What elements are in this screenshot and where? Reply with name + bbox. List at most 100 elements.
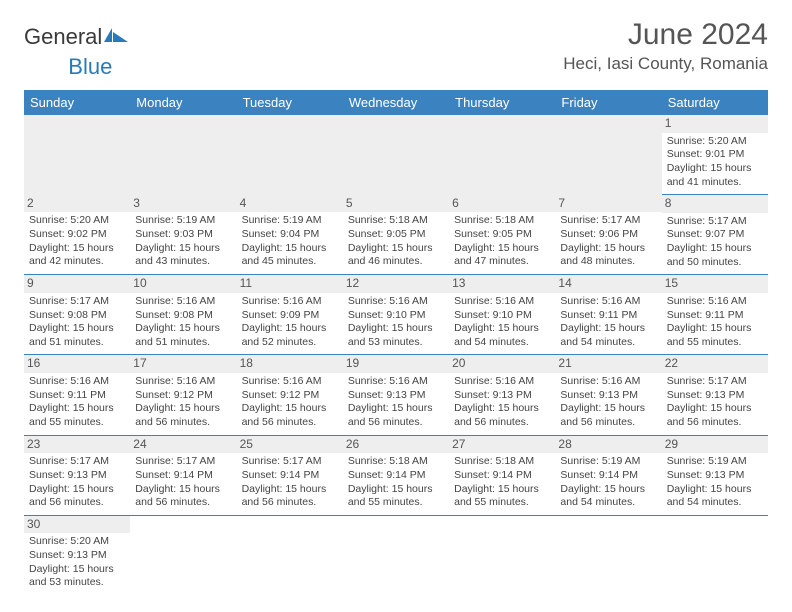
calendar-day-cell: 16Sunrise: 5:16 AMSunset: 9:11 PMDayligh… bbox=[24, 355, 130, 435]
day-detail-line: Sunrise: 5:17 AM bbox=[667, 375, 763, 389]
day-detail-line: Sunset: 9:14 PM bbox=[348, 469, 444, 483]
day-detail-line: Daylight: 15 hours and 43 minutes. bbox=[135, 242, 231, 269]
logo-text-2: Blue bbox=[68, 54, 112, 80]
day-number: 18 bbox=[237, 355, 343, 373]
calendar-empty-cell bbox=[555, 515, 661, 595]
day-number: 1 bbox=[662, 115, 768, 133]
day-detail-line: Sunset: 9:11 PM bbox=[560, 309, 656, 323]
calendar-week-row: 1Sunrise: 5:20 AMSunset: 9:01 PMDaylight… bbox=[24, 115, 768, 195]
day-detail-line: Sunrise: 5:16 AM bbox=[667, 295, 763, 309]
day-detail-line: Daylight: 15 hours and 55 minutes. bbox=[454, 483, 550, 510]
day-detail-line: Sunset: 9:13 PM bbox=[667, 469, 763, 483]
calendar-week-row: 23Sunrise: 5:17 AMSunset: 9:13 PMDayligh… bbox=[24, 435, 768, 515]
day-detail-line: Daylight: 15 hours and 54 minutes. bbox=[560, 322, 656, 349]
calendar-day-cell: 7Sunrise: 5:17 AMSunset: 9:06 PMDaylight… bbox=[555, 195, 661, 275]
day-number: 8 bbox=[662, 195, 768, 213]
location: Heci, Iasi County, Romania bbox=[563, 54, 768, 74]
day-detail-line: Sunset: 9:13 PM bbox=[29, 469, 125, 483]
calendar-day-cell: 14Sunrise: 5:16 AMSunset: 9:11 PMDayligh… bbox=[555, 275, 661, 355]
day-detail-line: Daylight: 15 hours and 54 minutes. bbox=[667, 483, 763, 510]
calendar-empty-cell bbox=[449, 115, 555, 195]
weekday-header-row: SundayMondayTuesdayWednesdayThursdayFrid… bbox=[24, 90, 768, 115]
day-detail-line: Sunrise: 5:16 AM bbox=[242, 375, 338, 389]
day-detail-line: Sunset: 9:10 PM bbox=[454, 309, 550, 323]
day-number: 9 bbox=[24, 275, 130, 293]
day-number: 30 bbox=[24, 516, 130, 534]
calendar-day-cell: 12Sunrise: 5:16 AMSunset: 9:10 PMDayligh… bbox=[343, 275, 449, 355]
calendar-day-cell: 5Sunrise: 5:18 AMSunset: 9:05 PMDaylight… bbox=[343, 195, 449, 275]
day-number: 22 bbox=[662, 355, 768, 373]
day-detail-line: Sunset: 9:13 PM bbox=[348, 389, 444, 403]
day-detail-line: Daylight: 15 hours and 52 minutes. bbox=[242, 322, 338, 349]
calendar-day-cell: 3Sunrise: 5:19 AMSunset: 9:03 PMDaylight… bbox=[130, 195, 236, 275]
day-detail-line: Sunset: 9:14 PM bbox=[454, 469, 550, 483]
day-detail-line: Sunset: 9:05 PM bbox=[454, 228, 550, 242]
calendar-table: SundayMondayTuesdayWednesdayThursdayFrid… bbox=[24, 90, 768, 595]
weekday-header: Thursday bbox=[449, 90, 555, 115]
day-number: 14 bbox=[555, 275, 661, 293]
calendar-day-cell: 11Sunrise: 5:16 AMSunset: 9:09 PMDayligh… bbox=[237, 275, 343, 355]
calendar-day-cell: 1Sunrise: 5:20 AMSunset: 9:01 PMDaylight… bbox=[662, 115, 768, 195]
calendar-week-row: 9Sunrise: 5:17 AMSunset: 9:08 PMDaylight… bbox=[24, 275, 768, 355]
calendar-day-cell: 2Sunrise: 5:20 AMSunset: 9:02 PMDaylight… bbox=[24, 195, 130, 275]
day-number: 19 bbox=[343, 355, 449, 373]
day-number: 5 bbox=[343, 195, 449, 213]
calendar-empty-cell bbox=[343, 115, 449, 195]
day-detail-line: Sunset: 9:14 PM bbox=[135, 469, 231, 483]
weekday-header: Saturday bbox=[662, 90, 768, 115]
calendar-day-cell: 27Sunrise: 5:18 AMSunset: 9:14 PMDayligh… bbox=[449, 435, 555, 515]
day-detail-line: Sunrise: 5:16 AM bbox=[560, 375, 656, 389]
calendar-week-row: 2Sunrise: 5:20 AMSunset: 9:02 PM Daylight… bbox=[24, 195, 768, 275]
day-detail-line: Sunrise: 5:18 AM bbox=[348, 455, 444, 469]
day-detail-line: Sunrise: 5:17 AM bbox=[135, 455, 231, 469]
day-detail-line: Sunset: 9:14 PM bbox=[242, 469, 338, 483]
day-number: 20 bbox=[449, 355, 555, 373]
day-detail-line: Sunrise: 5:19 AM bbox=[667, 455, 763, 469]
day-detail-line: Sunset: 9:14 PM bbox=[560, 469, 656, 483]
day-number: 15 bbox=[662, 275, 768, 293]
day-detail-line: Sunset: 9:09 PM bbox=[242, 309, 338, 323]
logo-text-1: General bbox=[24, 24, 102, 50]
day-detail-line: Daylight: 15 hours and 47 minutes. bbox=[454, 242, 550, 269]
calendar-day-cell: 19 Sunrise: 5:16 AMSunset: 9:13 PMDayligh… bbox=[343, 355, 449, 435]
calendar-day-cell: 20Sunrise: 5:16 AMSunset: 9:13 PMDayligh… bbox=[449, 355, 555, 435]
calendar-empty-cell bbox=[343, 515, 449, 595]
day-detail-line: Sunrise: 5:19 AM bbox=[135, 214, 231, 228]
day-number: 28 bbox=[555, 436, 661, 454]
day-detail-line: Sunset: 9:02 PM bbox=[29, 228, 125, 242]
day-detail-line: Daylight: 15 hours and 48 minutes. bbox=[560, 242, 656, 269]
day-detail-line: Daylight: 15 hours and 41 minutes. bbox=[667, 162, 763, 189]
day-detail-line: Sunrise: 5:16 AM bbox=[29, 375, 125, 389]
day-detail-line: Sunrise: 5:20 AM bbox=[667, 135, 763, 149]
day-detail-line: Daylight: 15 hours and 53 minutes. bbox=[29, 563, 125, 590]
day-detail-line: Sunrise: 5:19 AM bbox=[560, 455, 656, 469]
day-detail-line: Daylight: 15 hours and 50 minutes. bbox=[667, 242, 763, 269]
day-detail-line: Sunrise: 5:16 AM bbox=[348, 295, 444, 309]
day-detail-line: Sunrise: 5:19 AM bbox=[242, 214, 338, 228]
day-detail-line: Daylight: 15 hours and 56 minutes. bbox=[242, 402, 338, 429]
calendar-day-cell: 8Sunrise: 5:17 AMSunset: 9:07 PMDaylight… bbox=[662, 195, 768, 275]
day-detail-line: Sunrise: 5:16 AM bbox=[242, 295, 338, 309]
day-detail-line: Daylight: 15 hours and 56 minutes. bbox=[454, 402, 550, 429]
day-detail-line: Sunset: 9:04 PM bbox=[242, 228, 338, 242]
day-detail-line: Sunrise: 5:18 AM bbox=[454, 214, 550, 228]
calendar-empty-cell bbox=[237, 115, 343, 195]
day-number: 2 bbox=[24, 195, 130, 213]
day-number: 12 bbox=[343, 275, 449, 293]
day-detail-line: Daylight: 15 hours and 56 minutes. bbox=[348, 402, 444, 429]
day-detail-line: Sunrise: 5:20 AM bbox=[29, 214, 125, 228]
day-number: 3 bbox=[130, 195, 236, 213]
day-detail-line: Daylight: 15 hours and 55 minutes. bbox=[667, 322, 763, 349]
title-block: June 2024 Heci, Iasi County, Romania bbox=[563, 18, 768, 74]
calendar-day-cell: 23Sunrise: 5:17 AMSunset: 9:13 PMDayligh… bbox=[24, 435, 130, 515]
day-number: 24 bbox=[130, 436, 236, 454]
day-detail-line: Sunrise: 5:18 AM bbox=[348, 214, 444, 228]
logo-icon bbox=[104, 24, 130, 50]
day-number: 26 bbox=[343, 436, 449, 454]
day-detail-line: Daylight: 15 hours and 54 minutes. bbox=[560, 483, 656, 510]
calendar-day-cell: 4Sunrise: 5:19 AMSunset: 9:04 PMDaylight… bbox=[237, 195, 343, 275]
day-detail-line: Daylight: 15 hours and 56 minutes. bbox=[29, 483, 125, 510]
day-detail-line: Daylight: 15 hours and 45 minutes. bbox=[242, 242, 338, 269]
day-detail-line: Sunrise: 5:16 AM bbox=[348, 375, 444, 389]
day-detail-line: Sunset: 9:08 PM bbox=[29, 309, 125, 323]
